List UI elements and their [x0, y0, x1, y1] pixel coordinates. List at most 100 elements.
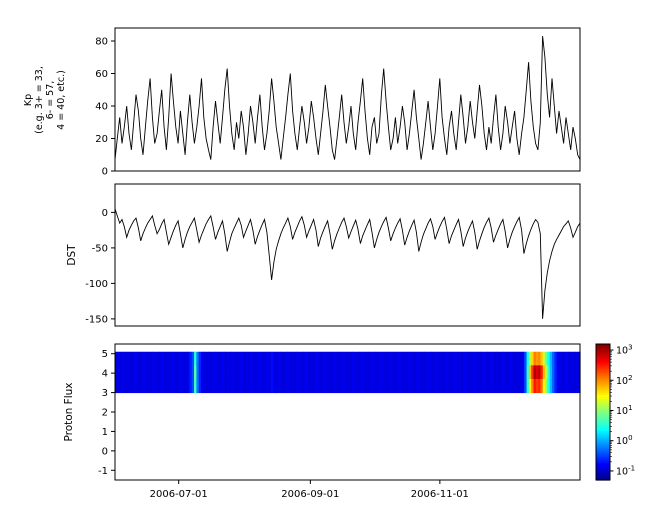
- heatmap-cell: [559, 378, 563, 394]
- heatmap-cell: [538, 365, 542, 380]
- heatmap-cell: [235, 365, 239, 380]
- colorbar-gradient-step: [596, 399, 610, 402]
- heatmap-cell: [528, 365, 532, 380]
- heatmap-cell: [303, 365, 307, 380]
- heatmap-cell: [531, 378, 535, 394]
- heatmap-cell: [500, 378, 504, 394]
- heatmap-cell: [301, 378, 304, 394]
- heatmap-cell: [484, 378, 488, 394]
- heatmap-cell: [380, 351, 383, 366]
- heatmap-cell: [305, 351, 309, 366]
- heatmap-cell: [470, 365, 474, 380]
- heatmap-cell: [191, 351, 195, 366]
- colorbar-gradient-step: [596, 439, 610, 443]
- heatmap-cell: [359, 365, 363, 380]
- heatmap-cell: [514, 365, 518, 380]
- heatmap-cell: [352, 365, 356, 380]
- heatmap-cell: [121, 351, 125, 366]
- colorbar-gradient-step: [596, 460, 610, 464]
- heatmap-cell: [489, 351, 493, 366]
- heatmap-cell: [498, 365, 502, 380]
- heatmap-cell: [212, 351, 216, 366]
- heatmap-cell: [410, 378, 414, 394]
- colorbar-gradient-step: [596, 401, 610, 405]
- heatmap-cell: [312, 351, 316, 366]
- heatmap-cell: [145, 378, 149, 394]
- heatmap-cell: [442, 351, 446, 366]
- heatmap-cell: [294, 351, 297, 366]
- heatmap-cell: [373, 378, 377, 394]
- heatmap-cell: [208, 365, 211, 380]
- heatmap-cell: [491, 365, 495, 380]
- heatmap-cell: [428, 378, 432, 394]
- heatmap-cell: [173, 365, 177, 380]
- heatmap-cell: [331, 378, 335, 394]
- heatmap-cell: [310, 378, 314, 394]
- heatmap-cell: [356, 378, 360, 394]
- heatmap-cell: [163, 365, 167, 380]
- heatmap-cell: [398, 351, 402, 366]
- colorbar-gradient-step: [596, 471, 610, 475]
- heatmap-cell: [184, 365, 188, 380]
- heatmap-cell: [361, 378, 365, 394]
- heatmap-cell: [400, 378, 404, 394]
- heatmap-cell: [173, 351, 177, 366]
- colorbar-tick-label: 102: [616, 374, 633, 387]
- heatmap-cell: [547, 351, 551, 366]
- heatmap-cell: [145, 351, 149, 366]
- heatmap-cell: [198, 365, 202, 380]
- heatmap-cell: [177, 365, 181, 380]
- heatmap-cell: [466, 365, 469, 380]
- heatmap-cell: [147, 351, 151, 366]
- heatmap-cell: [194, 365, 197, 380]
- colorbar-gradient-step: [596, 431, 610, 434]
- heatmap-cell: [547, 365, 551, 380]
- heatmap-cell: [466, 351, 469, 366]
- heatmap-cell: [473, 378, 476, 394]
- heatmap-cell: [510, 351, 514, 366]
- x-tick-label: 2006-11-01: [411, 489, 469, 500]
- heatmap-cell: [417, 351, 421, 366]
- heatmap-cell: [142, 365, 146, 380]
- heatmap-cell: [561, 351, 565, 366]
- x-tick-label: 2006-09-01: [281, 489, 339, 500]
- heatmap-cell: [461, 351, 465, 366]
- heatmap-cell: [245, 351, 249, 366]
- heatmap-cell: [487, 378, 490, 394]
- heatmap-cell: [208, 351, 211, 366]
- heatmap-cell: [575, 378, 579, 394]
- heatmap-cell: [294, 378, 297, 394]
- colorbar-gradient-step: [596, 424, 610, 428]
- colorbar-gradient-step: [596, 473, 610, 477]
- heatmap-cell: [121, 365, 125, 380]
- heatmap-cell: [463, 365, 467, 380]
- heatmap-cell: [328, 351, 332, 366]
- heatmap-cell: [414, 378, 418, 394]
- heatmap-cell: [275, 351, 279, 366]
- heatmap-cell: [484, 365, 488, 380]
- heatmap-cell: [347, 378, 351, 394]
- heatmap-cell: [461, 365, 465, 380]
- heatmap-cell: [512, 351, 516, 366]
- heatmap-cell: [203, 378, 207, 394]
- heatmap-cell: [377, 351, 381, 366]
- heatmap-cell: [566, 378, 569, 394]
- heatmap-cell: [333, 365, 337, 380]
- colorbar-gradient-step: [596, 358, 610, 362]
- colorbar-gradient-step: [596, 414, 610, 417]
- heatmap-cell: [180, 378, 184, 394]
- heatmap-cell: [380, 365, 383, 380]
- heatmap-cell: [491, 351, 495, 366]
- heatmap-cell: [147, 378, 151, 394]
- heatmap-cell: [468, 351, 472, 366]
- y-tick-label: 4: [102, 369, 108, 380]
- heatmap-cell: [268, 351, 272, 366]
- heatmap-cell: [545, 351, 549, 366]
- heatmap-cell: [440, 351, 444, 366]
- heatmap-cell: [180, 365, 184, 380]
- heatmap-cell: [275, 365, 279, 380]
- heatmap-cell: [201, 351, 204, 366]
- y-tick-label: 5: [102, 349, 108, 360]
- heatmap-cell: [159, 378, 163, 394]
- heatmap-cell: [496, 378, 500, 394]
